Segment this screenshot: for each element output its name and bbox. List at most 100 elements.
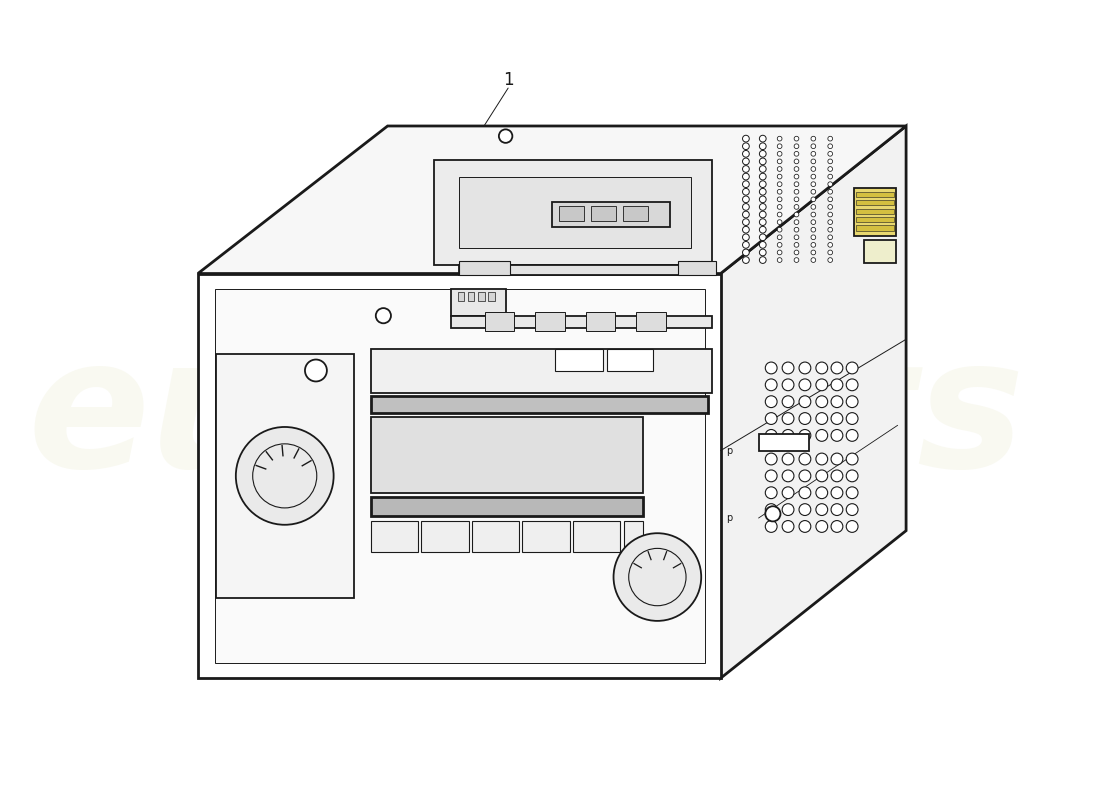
Polygon shape [856,200,894,206]
Circle shape [794,144,799,149]
Circle shape [816,362,827,374]
Circle shape [846,396,858,407]
Circle shape [846,413,858,425]
Circle shape [742,242,749,248]
Polygon shape [720,126,906,678]
Circle shape [832,362,843,374]
Polygon shape [636,312,666,331]
Text: europarts: europarts [28,329,1025,505]
Circle shape [794,197,799,202]
Polygon shape [198,274,720,678]
Polygon shape [864,240,896,263]
Circle shape [811,174,816,179]
Circle shape [799,453,811,465]
Circle shape [846,362,858,374]
Circle shape [828,227,833,232]
Circle shape [828,136,833,141]
Circle shape [782,413,794,425]
Circle shape [816,453,827,465]
Circle shape [794,220,799,225]
Circle shape [816,413,827,425]
Polygon shape [759,434,810,450]
Circle shape [794,235,799,240]
Text: p: p [726,513,733,523]
Circle shape [759,257,766,263]
Circle shape [766,487,777,498]
Circle shape [832,487,843,498]
Circle shape [846,504,858,515]
Polygon shape [371,417,644,493]
Circle shape [742,166,749,172]
Circle shape [832,521,843,532]
Polygon shape [856,209,894,214]
Circle shape [778,144,782,149]
Circle shape [759,203,766,210]
Polygon shape [477,292,484,302]
Circle shape [499,130,513,143]
Circle shape [778,227,782,232]
Circle shape [766,521,777,532]
Circle shape [828,205,833,210]
Circle shape [828,144,833,149]
Polygon shape [522,522,570,552]
Circle shape [828,242,833,247]
Circle shape [778,205,782,210]
Polygon shape [591,206,616,222]
Polygon shape [421,522,469,552]
Circle shape [766,362,777,374]
Circle shape [828,166,833,171]
Circle shape [778,235,782,240]
Circle shape [846,521,858,532]
Circle shape [794,159,799,164]
Polygon shape [451,316,712,328]
Circle shape [816,487,827,498]
Circle shape [832,504,843,515]
Circle shape [811,151,816,156]
Circle shape [816,504,827,515]
Circle shape [782,487,794,498]
Polygon shape [679,261,716,275]
Polygon shape [214,289,705,663]
Circle shape [794,212,799,217]
Circle shape [766,396,777,407]
Polygon shape [217,354,354,598]
Circle shape [832,413,843,425]
Circle shape [832,453,843,465]
Circle shape [742,234,749,241]
Polygon shape [573,522,620,552]
Circle shape [742,158,749,165]
Circle shape [782,504,794,515]
Polygon shape [460,261,509,275]
Polygon shape [607,350,653,371]
Circle shape [778,197,782,202]
Circle shape [782,379,794,390]
Circle shape [782,396,794,407]
Polygon shape [552,202,670,227]
Circle shape [759,166,766,172]
Circle shape [778,159,782,164]
Polygon shape [559,206,584,222]
Polygon shape [198,126,906,274]
Circle shape [794,227,799,232]
Circle shape [759,211,766,218]
Circle shape [799,504,811,515]
Polygon shape [458,292,464,302]
Circle shape [811,197,816,202]
Polygon shape [854,187,896,235]
Polygon shape [623,206,648,222]
Circle shape [778,136,782,141]
Polygon shape [434,160,712,265]
Circle shape [811,212,816,217]
Circle shape [742,203,749,210]
Circle shape [811,136,816,141]
Circle shape [799,487,811,498]
Circle shape [816,470,827,482]
Circle shape [759,174,766,180]
Circle shape [828,258,833,262]
Polygon shape [585,312,615,331]
Polygon shape [856,226,894,230]
Circle shape [816,396,827,407]
Circle shape [799,470,811,482]
Text: a passion for parts since 1985: a passion for parts since 1985 [311,526,877,562]
Circle shape [799,413,811,425]
